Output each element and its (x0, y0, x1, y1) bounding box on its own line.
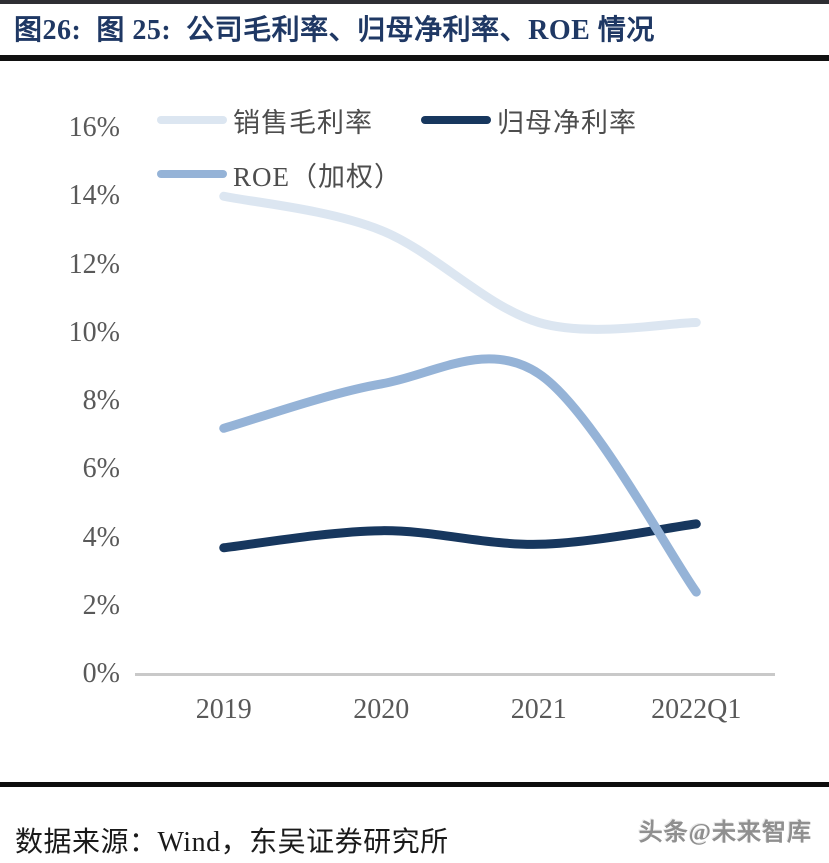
legend-label-gross-margin: 销售毛利率 (233, 107, 373, 138)
y-tick-label: 14% (68, 180, 120, 212)
y-tick-label: 4% (82, 521, 120, 553)
y-tick-label: 2% (82, 589, 120, 621)
x-tick-label: 2019 (195, 694, 252, 725)
y-tick-label: 6% (82, 453, 120, 485)
x-axis-line (135, 673, 775, 676)
x-tick-label: 2022Q1 (651, 694, 742, 725)
y-tick-label: 12% (68, 248, 120, 280)
y-tick-label: 10% (68, 316, 120, 348)
legend-label-roe: ROE（加权） (233, 161, 402, 192)
y-tick-label: 16% (68, 112, 120, 143)
legend-label-net-margin: 归母净利率 (497, 107, 637, 138)
x-tick-label: 2020 (353, 694, 410, 725)
x-tick-label: 2021 (510, 694, 567, 725)
y-tick-label: 0% (82, 658, 120, 689)
watermark-text: 头条@未来智库 (638, 820, 812, 846)
legend-item-gross-margin: 销售毛利率 (157, 102, 373, 138)
top-border-rule (0, 0, 829, 4)
figure-title: 图26: 图 25: 公司毛利率、归母净利率、ROE 情况 (14, 15, 655, 46)
series-line-net_margin (219, 519, 701, 553)
legend-swatch-net-margin (421, 116, 491, 124)
data-source-note: 数据来源：Wind，东吴证券研究所 (15, 827, 449, 858)
y-tick-label: 8% (82, 385, 120, 416)
series-line-gross_margin (219, 191, 701, 334)
legend-swatch-roe (157, 170, 227, 178)
series-line-roe (219, 354, 701, 597)
title-divider-rule (0, 55, 829, 61)
legend-item-net-margin: 归母净利率 (421, 102, 637, 138)
footer-divider-rule (0, 782, 829, 787)
legend-swatch-gross-margin (157, 116, 227, 124)
legend-item-roe: ROE（加权） (157, 156, 402, 192)
